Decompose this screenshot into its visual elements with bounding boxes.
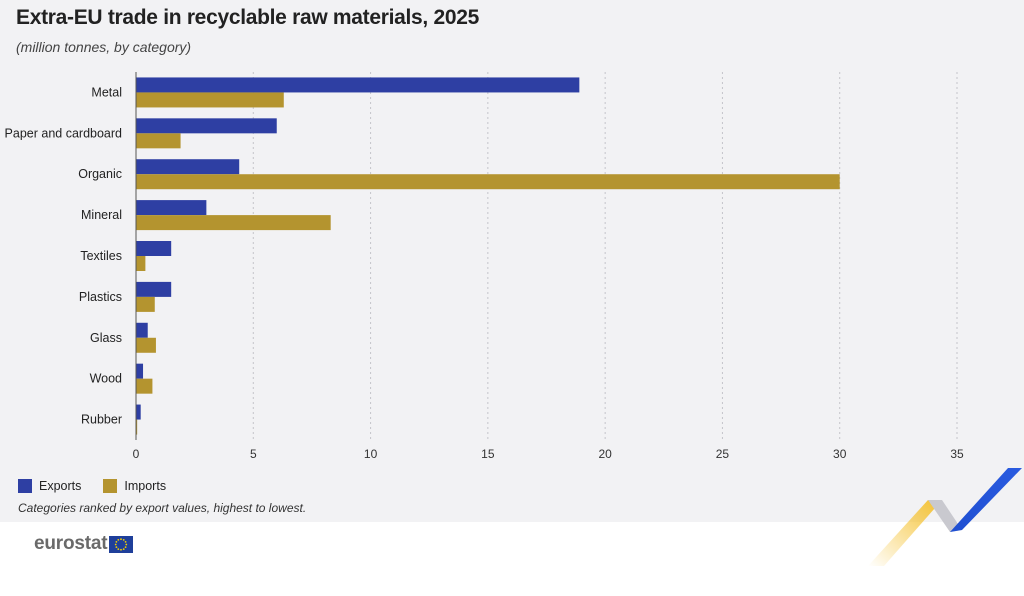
x-tick-label: 10 xyxy=(364,447,378,461)
chart-subtitle: (million tonnes, by category) xyxy=(16,39,192,55)
legend: Exports Imports xyxy=(18,479,188,493)
decorative-chevron-icon xyxy=(868,468,1022,566)
eu-flag-icon xyxy=(109,535,134,553)
bar-chart: Metal Paper and cardboard Organic Mineral Te… xyxy=(5,72,964,461)
x-tick-label: 20 xyxy=(598,447,612,461)
bar-imports xyxy=(136,215,331,231)
legend-swatch-imports xyxy=(103,479,118,493)
footnote: Categories ranked by export values, high… xyxy=(18,501,307,515)
category-label: Glass xyxy=(90,331,122,345)
bar-imports xyxy=(136,133,181,149)
eurostat-logo: eurostat xyxy=(34,533,134,555)
bar-exports xyxy=(136,159,240,175)
category-label: Metal xyxy=(91,85,122,99)
bar-exports xyxy=(136,404,141,420)
x-tick-label: 30 xyxy=(833,447,847,461)
category-label: Organic xyxy=(78,167,122,181)
bar-exports xyxy=(136,118,277,134)
category-label: Textiles xyxy=(80,249,122,263)
bar-exports xyxy=(136,322,148,338)
legend-item-exports[interactable]: Exports xyxy=(18,479,81,493)
chart-title: Extra-EU trade in recyclable raw materia… xyxy=(16,6,480,29)
category-label: Rubber xyxy=(81,413,122,427)
category-label: Wood xyxy=(90,372,122,386)
bar-exports xyxy=(136,241,172,256)
legend-swatch-exports xyxy=(18,479,32,493)
bar-imports xyxy=(136,419,138,435)
x-tick-label: 5 xyxy=(250,447,257,461)
bar-exports xyxy=(136,200,207,216)
category-label: Paper and cardboard xyxy=(5,126,122,140)
legend-item-imports[interactable]: Imports xyxy=(103,479,166,493)
legend-label-imports: Imports xyxy=(124,479,167,493)
x-tick-label: 15 xyxy=(481,447,495,461)
bar-imports xyxy=(136,174,840,190)
bar-imports xyxy=(136,256,146,271)
bar-exports xyxy=(136,77,580,93)
category-label: Plastics xyxy=(79,290,122,304)
x-tick-label: 25 xyxy=(716,447,730,461)
logo-text: eurostat xyxy=(34,533,108,554)
x-tick-label: 0 xyxy=(133,447,140,461)
bar-imports xyxy=(136,337,156,353)
bar-imports xyxy=(136,296,155,312)
bar-exports xyxy=(136,363,144,379)
x-tick-label: 35 xyxy=(950,447,964,461)
bar-imports xyxy=(136,378,153,394)
bar-imports xyxy=(136,92,284,108)
legend-label-exports: Exports xyxy=(39,479,82,493)
category-label: Mineral xyxy=(81,208,122,222)
bar-exports xyxy=(136,281,172,297)
